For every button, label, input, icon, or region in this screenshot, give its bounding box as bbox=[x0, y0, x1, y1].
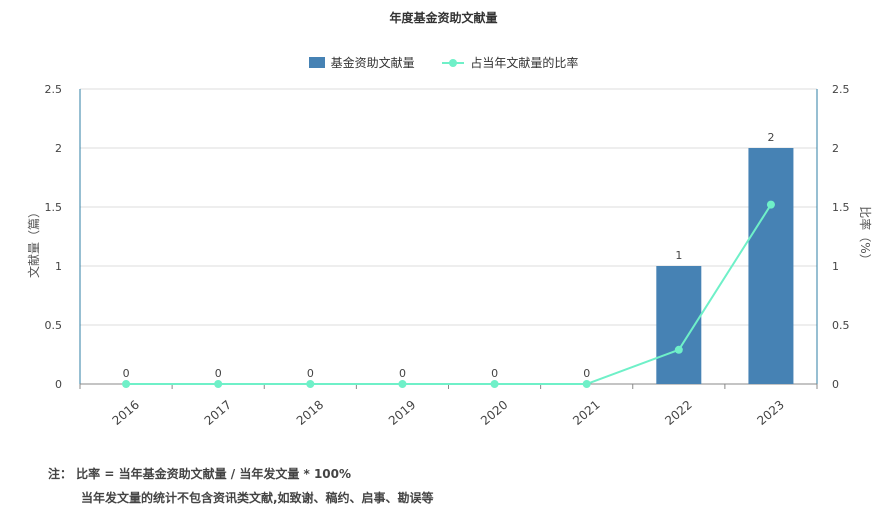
x-tick-label: 2021 bbox=[570, 398, 602, 428]
x-tick-label: 2023 bbox=[754, 398, 786, 428]
y-tick-label: 2.5 bbox=[45, 83, 63, 96]
legend-item-bar[interactable]: 基金资助文献量 bbox=[308, 54, 415, 71]
legend-bar-swatch bbox=[308, 57, 325, 68]
x-tick-label: 2017 bbox=[202, 398, 234, 428]
bar-data-label: 0 bbox=[307, 367, 314, 380]
x-tick-label: 2016 bbox=[110, 398, 142, 428]
y-tick-label: 0 bbox=[55, 378, 62, 391]
legend-item-line[interactable]: 占当年文献量的比率 bbox=[442, 54, 578, 71]
y2-tick-label: 0 bbox=[832, 378, 839, 391]
line-point bbox=[306, 380, 315, 388]
x-tick-label: 2019 bbox=[386, 398, 418, 428]
line-point bbox=[674, 345, 683, 354]
line-point bbox=[214, 380, 223, 388]
bar bbox=[748, 148, 794, 384]
note-formula: 注： 比率 = 当年基金资助文献量 / 当年发文量 * 100% bbox=[48, 467, 352, 481]
legend-bar-label: 基金资助文献量 bbox=[330, 56, 415, 70]
legend-line-label: 占当年文献量的比率 bbox=[470, 56, 579, 70]
bar-data-label: 2 bbox=[767, 131, 774, 144]
bar-data-label: 0 bbox=[491, 367, 498, 380]
y-tick-label: 2 bbox=[55, 142, 62, 155]
bar-data-label: 0 bbox=[123, 367, 130, 380]
bar-data-label: 1 bbox=[675, 249, 682, 262]
line-point bbox=[398, 380, 407, 388]
x-tick-label: 2018 bbox=[294, 398, 326, 428]
chart-title: 年度基金资助文献量 bbox=[389, 11, 498, 25]
line-point bbox=[766, 200, 775, 209]
y2-tick-label: 2 bbox=[832, 142, 839, 155]
y-tick-label: 1.5 bbox=[45, 201, 63, 214]
y-axis-title: 文献量（篇） bbox=[26, 206, 41, 278]
chart-plot: 0 0.5 1 1.5 2 2.5 0 0.5 1 1.5 2 2.5 文献量（篇） 比率（%） 0 0 0 0 0… bbox=[26, 83, 873, 428]
y2-tick-label: 1 bbox=[832, 260, 839, 273]
legend: 基金资助文献量 占当年文献量的比率 bbox=[0, 54, 887, 71]
y2-tick-label: 1.5 bbox=[832, 201, 850, 214]
bar-data-label: 0 bbox=[583, 367, 590, 380]
line-point bbox=[582, 380, 591, 388]
note-exclusion: 当年发文量的统计不包含资讯类文献,如致谢、稿约、启事、勘误等 bbox=[81, 491, 434, 505]
y2-tick-label: 0.5 bbox=[832, 319, 850, 332]
x-tick-label: 2022 bbox=[662, 398, 694, 428]
line-point bbox=[490, 380, 499, 388]
y2-tick-label: 2.5 bbox=[832, 83, 850, 96]
bar-data-label: 0 bbox=[215, 367, 222, 380]
line-point bbox=[122, 380, 131, 388]
bar-data-label: 0 bbox=[399, 367, 406, 380]
legend-line-swatch bbox=[442, 57, 465, 68]
chart-notes: 注： 比率 = 当年基金资助文献量 / 当年发文量 * 100% 当年发文量的统… bbox=[48, 462, 434, 510]
y-tick-label: 1 bbox=[55, 260, 62, 273]
x-tick-label: 2020 bbox=[478, 398, 510, 428]
y2-axis-title: 比率（%） bbox=[858, 206, 873, 265]
line-series bbox=[126, 204, 772, 385]
y-tick-label: 0.5 bbox=[45, 319, 63, 332]
